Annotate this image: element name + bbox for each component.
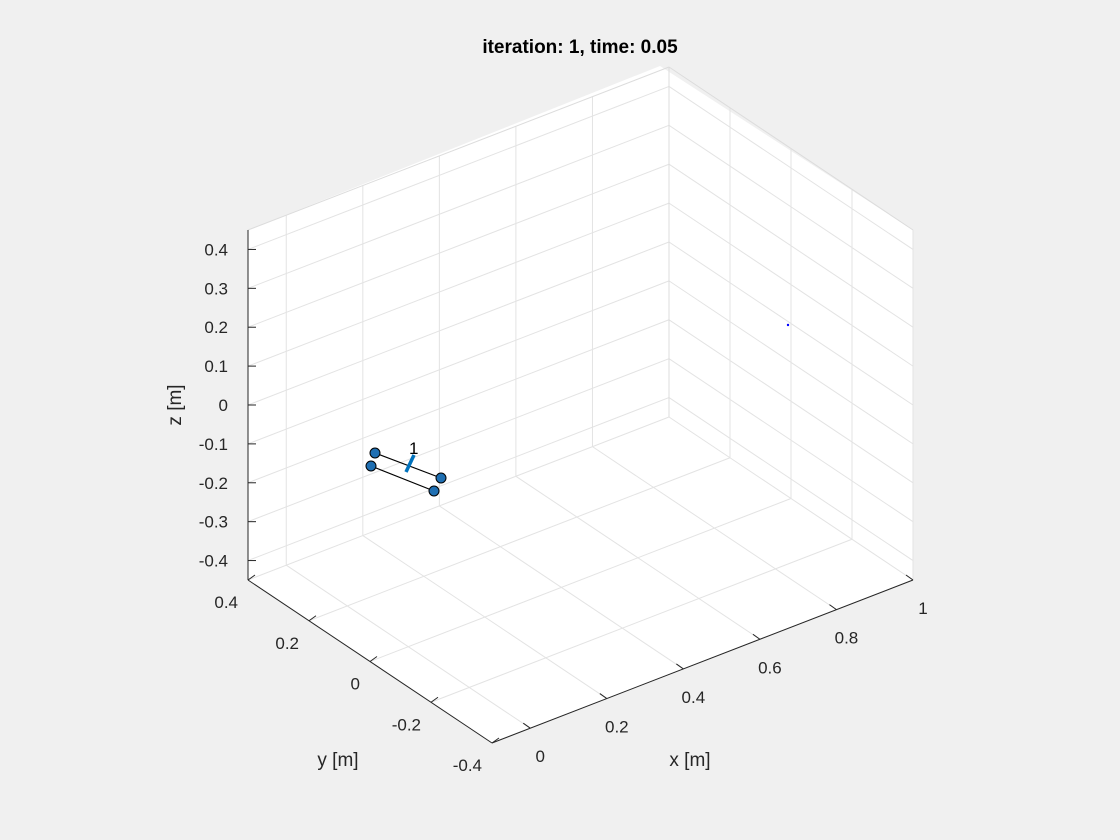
goal-point [786,323,790,327]
y-tick-mark [247,574,256,581]
grid-line-z-backwall [247,202,670,367]
thrust-vector [404,454,416,473]
z-axis-label: z [m] [165,384,186,425]
grid-line-z-sidewall [668,241,914,406]
grid-line-z-backwall [247,124,670,289]
z-tick-label: -0.3 [199,513,228,532]
x-tick-label: 0.2 [605,718,629,737]
x-tick-mark [522,722,531,729]
quadrotor-arm [370,465,435,492]
axis-lines [247,230,914,744]
grid-line-z-backwall [247,319,670,484]
x-tick-mark [905,574,914,581]
x-tick-mark [752,633,761,640]
quadrotor-label: 1 [409,439,418,458]
x-tick-mark [599,693,608,699]
grid-line-z-backwall [247,397,670,562]
y-tick-label: 0.4 [214,593,238,612]
rotor-marker [435,472,447,484]
grid-line-z-backwall [247,163,670,328]
x-tick-mark [676,663,684,670]
x-tick-label: 0.8 [835,629,859,648]
x-tick-label: 0.4 [682,688,706,707]
grid-line-z-sidewall [668,358,914,523]
box-edge-back-top [247,66,670,231]
y-tick-label: -0.4 [453,756,482,775]
y-tick-mark [491,737,500,744]
x-axis-line [491,579,914,744]
grid-line-z-sidewall [668,397,914,561]
grid-line-y-floor [369,498,792,662]
z-tick-label: 0.3 [204,279,228,298]
y-tick-mark [308,615,317,622]
z-tick-label: -0.1 [199,435,228,454]
y-tick-label: -0.2 [392,715,421,734]
grid-line-z-backwall [247,280,670,445]
chart-title: iteration: 1, time: 0.05 [482,37,678,58]
z-tick-label: 0.1 [204,357,228,376]
z-tick-label: -0.4 [199,552,228,571]
rotor-marker [369,447,381,459]
y-tick-mark [430,696,439,703]
plot-area-background [248,66,913,743]
x-tick-label: 0.6 [758,658,782,677]
grid-line-z-sidewall [668,202,914,367]
grid-line-z-backwall [247,85,670,250]
grid-line-z-backwall [247,241,670,406]
data-series: 1 [365,323,790,497]
x-axis-label: x [m] [669,750,710,771]
x-tick-mark [829,604,837,611]
grid-line-z-sidewall [668,124,914,289]
grid-line-y-floor [247,416,670,581]
grid-line-z-sidewall [668,86,914,250]
z-tick-label: -0.2 [199,474,228,493]
grid-line-y-floor [430,538,853,703]
y-tick-mark [369,656,378,662]
z-tick-label: 0.4 [204,240,228,259]
z-tick-label: 0 [219,396,228,415]
grid-line-z-backwall [247,358,670,523]
grid-line-z-sidewall [668,280,914,445]
box-edge-side-top [668,66,914,231]
grid-line-y-floor [308,457,731,622]
x-tick-label: 1 [918,599,927,618]
rotor-marker [365,460,377,472]
x-tick-label: 0 [536,747,545,766]
y-axis-label: y [m] [317,750,358,771]
grid-line-z-sidewall [668,163,914,328]
y-tick-label: 0.2 [275,634,299,653]
z-tick-label: 0.2 [204,318,228,337]
y-tick-label: 0 [351,675,360,694]
tick-labels: 0 0.2 0.4 0.6 0.8 1 -0.4 -0.2 0 0.2 0.4 -0.4 -0.3 -0.… [199,240,928,775]
grid-line-z-sidewall [668,319,914,484]
rotor-marker [428,485,440,497]
